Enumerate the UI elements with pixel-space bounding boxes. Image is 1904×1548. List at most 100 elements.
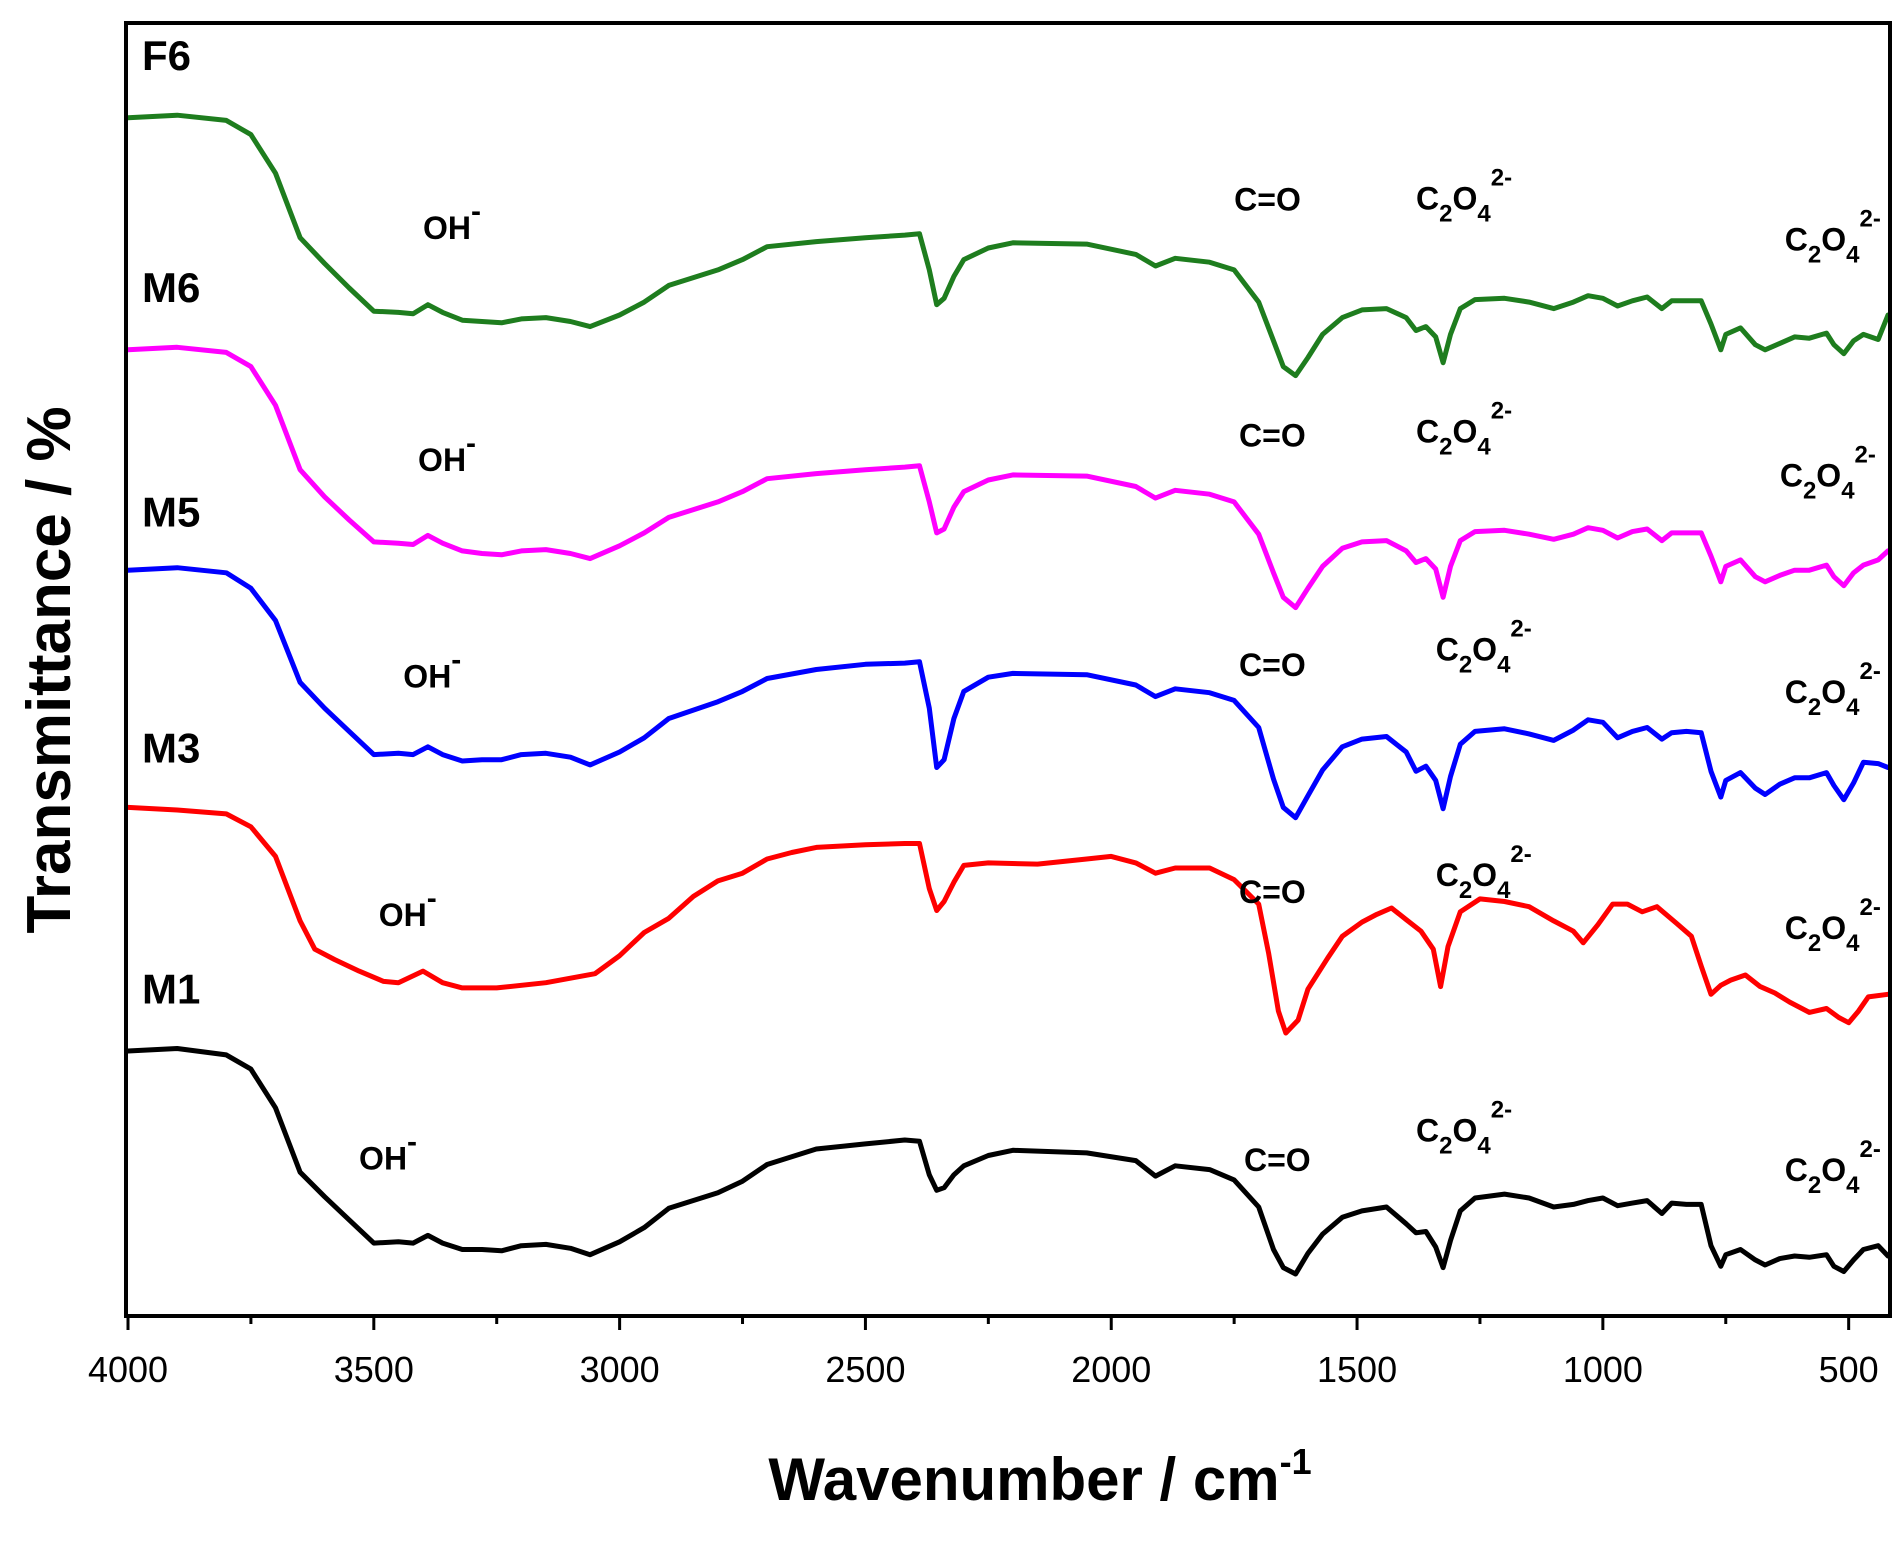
series-label-m6: M6 [142,264,200,311]
annotation-c: C [1416,1112,1439,1148]
annotation-oh: OH [379,897,427,933]
annotation-c: C [1785,674,1808,710]
annotation-sub: 2 [1459,877,1472,904]
annotation-oh: OH [423,210,471,246]
annotation-sub: 2 [1459,651,1472,678]
annotation-o: O [1453,180,1478,216]
x-axis-title-sup: -1 [1280,1441,1312,1482]
x-axis-title: Wavenumber / cm-1 [768,1441,1311,1513]
series-label-m1: M1 [142,965,200,1012]
annotation-sup: 2- [1859,206,1880,233]
annotation-o: O [1816,457,1841,493]
annotation-sub: 4 [1477,434,1491,461]
x-tick-label: 3000 [580,1349,660,1390]
annotation-o: O [1821,910,1846,946]
annotation-oxalate: C2O42- [1416,164,1512,227]
annotation-oxalate: C2O42- [1780,441,1876,504]
x-axis-ticks: 4000 3500 3000 2500 2000 1500 1000 500 [88,1316,1879,1390]
annotation-sup: - [471,195,481,228]
x-axis-title-main: Wavenumber / cm [768,1446,1279,1513]
annotation-sup: - [407,1126,417,1159]
annotation-oh: OH [403,659,451,695]
annotation-sup: - [451,644,461,677]
annotation-sup: - [427,882,437,915]
annotation-carbonyl: C=O [1239,874,1306,910]
annotation-hydroxide: OH- [403,644,461,695]
annotation-c: C [1416,414,1439,450]
annotation-sup: 2- [1510,841,1531,868]
series-label-m5: M5 [142,488,200,535]
annotation-oh: OH [418,442,466,478]
annotation-c: C [1436,857,1459,893]
x-tick-label: 4000 [88,1349,168,1390]
annotation-o: O [1821,674,1846,710]
series-line-m1 [125,1046,1891,1277]
annotation-c: C [1785,222,1808,258]
annotation-sub: 4 [1846,242,1860,269]
x-tick-label: 1500 [1317,1349,1397,1390]
x-tick-label: 2500 [825,1349,905,1390]
annotation-c: C [1416,180,1439,216]
annotation-oxalate: C2O4 2- [1436,841,1532,904]
annotation-o: O [1821,1152,1846,1188]
annotation-sub: 4 [1846,930,1860,957]
annotation-sub: 4 [1497,651,1511,678]
annotation-carbonyl: C=O [1244,1142,1311,1178]
annotation-o: O [1453,1112,1478,1148]
annotation-o: O [1472,857,1497,893]
annotation-sup: 2- [1855,441,1876,468]
annotation-text: C=O [1239,647,1306,683]
x-tick-label: 1000 [1563,1349,1643,1390]
annotation-c: C [1785,1152,1808,1188]
annotation-text: C=O [1234,182,1301,218]
plot-frame [124,21,1892,1318]
annotation-sub: 4 [1477,1132,1491,1159]
annotation-text: C=O [1239,418,1306,454]
series-line-m5 [125,565,1891,821]
x-tick-label: 2000 [1071,1349,1151,1390]
x-tick-label: 500 [1819,1349,1879,1390]
annotation-sub: 4 [1841,477,1855,504]
annotation-c: C [1436,631,1459,667]
annotation-sub: 2 [1803,477,1816,504]
annotation-c: C [1785,910,1808,946]
annotation-o: O [1821,222,1846,258]
annotation-carbonyl: C=O [1239,418,1306,454]
series-line-m6 [125,344,1891,611]
annotation-oxalate: C2O42- [1436,615,1532,678]
annotation-sup: 2- [1859,1136,1880,1163]
annotation-oxalate: C2O42- [1416,1096,1512,1159]
annotation-hydroxide: OH- [359,1126,417,1177]
annotation-sub: 4 [1477,200,1491,227]
annotation-sup: 2- [1491,164,1512,191]
annotation-sub: 4 [1846,694,1860,721]
annotation-oxalate: C2O4 2- [1785,658,1881,721]
annotation-hydroxide: OH- [423,195,481,246]
annotation-sub: 2 [1808,694,1821,721]
annotation-sub: 2 [1439,200,1452,227]
annotation-text: C=O [1244,1142,1311,1178]
annotation-text: C=O [1239,874,1306,910]
annotation-hydroxide: OH- [418,427,476,478]
annotation-c: C [1780,457,1803,493]
annotation-carbonyl: C=O [1234,182,1301,218]
annotation-carbonyl: C=O [1239,647,1306,683]
annotation-sup: 2- [1859,894,1880,921]
annotation-o: O [1472,631,1497,667]
annotation-hydroxide: OH- [379,882,437,933]
annotation-oxalate: C2O4 2- [1785,1136,1881,1199]
annotation-o: O [1453,414,1478,450]
series-line-m3 [125,804,1891,1036]
annotation-sub: 4 [1846,1172,1860,1199]
annotation-sub: 4 [1497,877,1511,904]
annotation-sub: 2 [1439,1132,1452,1159]
y-axis-title: Transmittance / % [15,406,84,933]
annotation-sub: 2 [1808,930,1821,957]
annotation-sup: 2- [1859,658,1880,685]
annotation-sub: 2 [1808,242,1821,269]
annotation-oxalate: C2O4 2- [1785,894,1881,957]
annotation-sub: 2 [1439,434,1452,461]
annotation-sub: 2 [1808,1172,1821,1199]
annotation-oh: OH [359,1141,407,1177]
